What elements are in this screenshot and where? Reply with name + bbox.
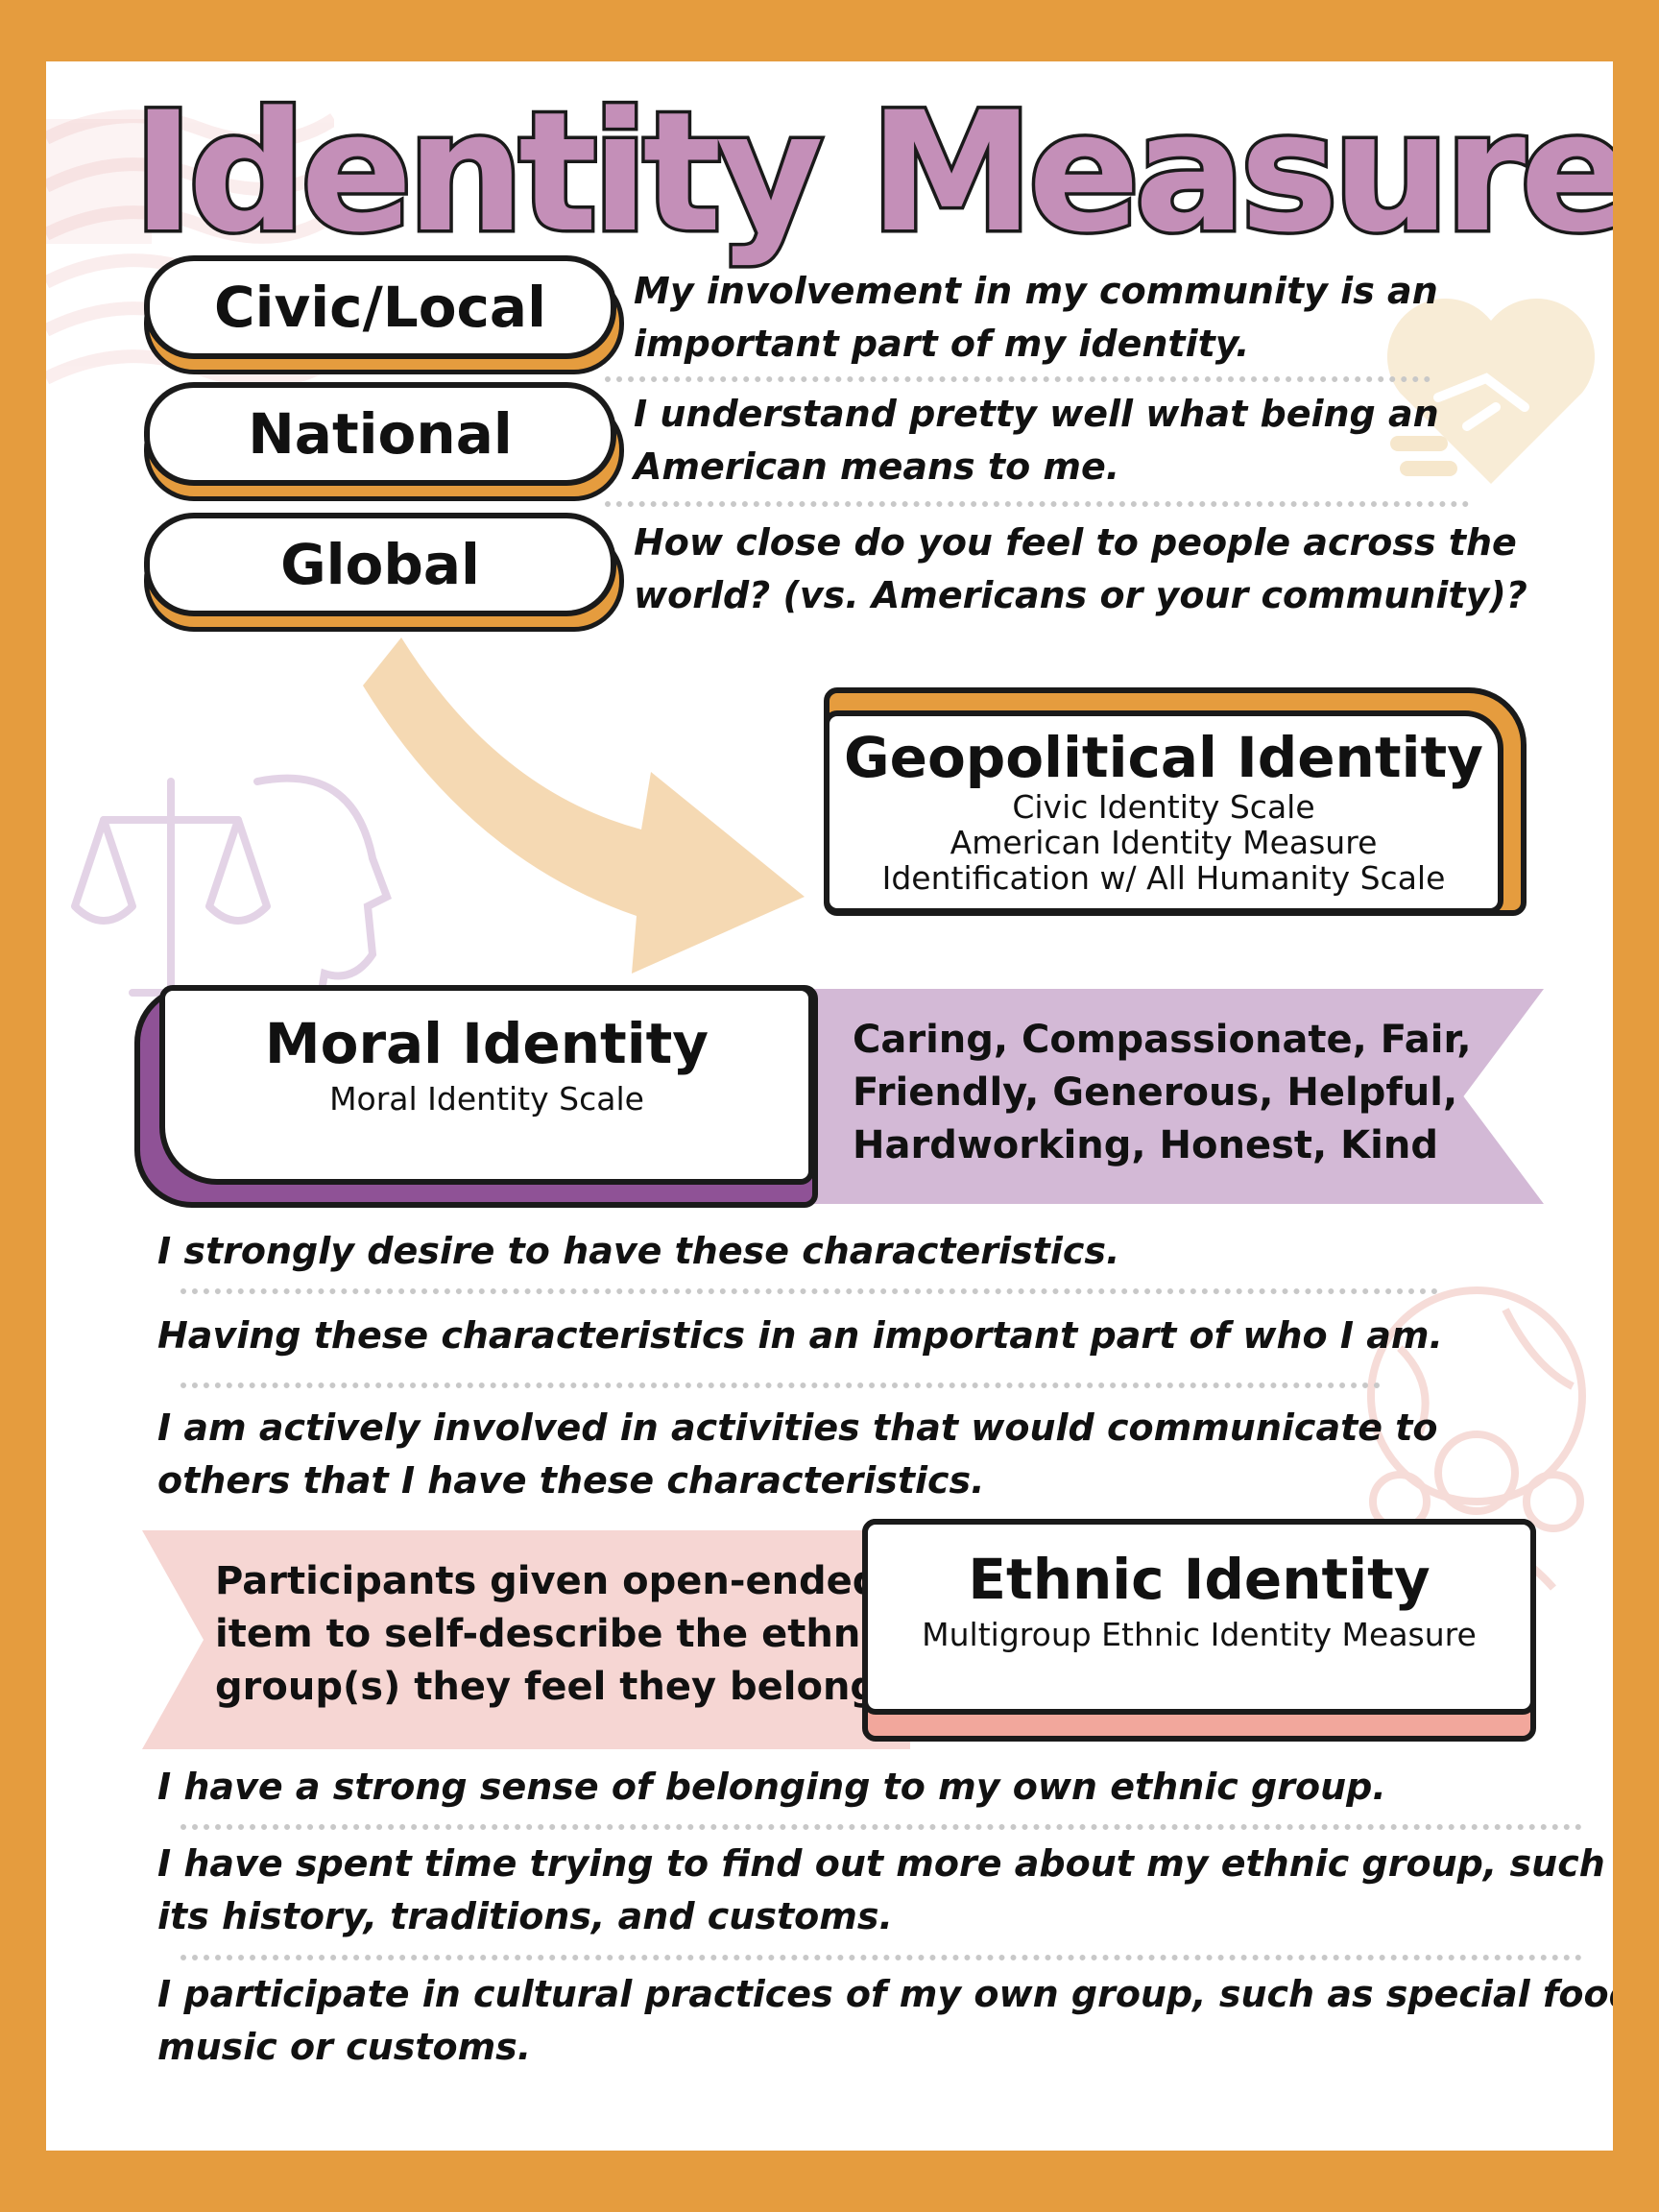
- moral-traits-ribbon: [814, 989, 1544, 1204]
- divider: [605, 376, 1431, 382]
- level-pill-civic: Civic/Local: [144, 255, 624, 374]
- page-title: Identity Measures: [130, 76, 1614, 269]
- level-question-global: How close do you feel to people across t…: [634, 521, 1527, 616]
- level-label: National: [144, 382, 616, 486]
- ethnic-identity-card: Ethnic Identity Multigroup Ethnic Identi…: [862, 1519, 1536, 1749]
- moral-traits: Caring, Compassionate, Fair, Friendly, G…: [853, 1018, 1472, 1167]
- ethnic-title: Ethnic Identity: [968, 1547, 1431, 1612]
- level-label: Civic/Local: [144, 255, 616, 359]
- ethnic-item: I participate in cultural practices of m…: [157, 1973, 1613, 2068]
- level-question-civic: My involvement in my community is an imp…: [634, 270, 1438, 365]
- divider: [180, 1288, 1438, 1294]
- ethnic-note: Participants given open-ended item to se…: [215, 1559, 950, 1709]
- geopolitical-identity-card: Geopolitical Identity Civic Identity Sca…: [824, 687, 1534, 927]
- ethnic-item: I have a strong sense of belonging to my…: [157, 1766, 1386, 1808]
- moral-title: Moral Identity: [264, 1011, 709, 1076]
- moral-item: Having these characteristics in an impor…: [157, 1314, 1443, 1357]
- scale-name: Identification w/ All Humanity Scale: [881, 859, 1446, 897]
- divider: [180, 1824, 1582, 1830]
- ethnic-note-ribbon: [142, 1530, 910, 1749]
- scale-name: American Identity Measure: [950, 824, 1378, 861]
- divider: [180, 1955, 1582, 1960]
- moral-item: I am actively involved in activities tha…: [157, 1407, 1438, 1502]
- level-label: Global: [144, 513, 616, 616]
- handshake-heart-icon: [1386, 298, 1596, 484]
- scales-head-icon: [71, 774, 392, 1035]
- ethnic-item: I have spent time trying to find out mor…: [157, 1842, 1613, 1937]
- scale-name: Moral Identity Scale: [329, 1080, 644, 1118]
- scale-name: Civic Identity Scale: [1012, 788, 1315, 826]
- poster: Identity Measures Civic/Local My involve…: [46, 61, 1613, 2151]
- geopolitical-title: Geopolitical Identity: [844, 725, 1483, 790]
- curved-arrow-icon: [363, 637, 805, 974]
- level-pill-national: National: [144, 382, 624, 501]
- moral-identity-card: Moral Identity Moral Identity Scale: [134, 985, 826, 1215]
- divider: [605, 501, 1469, 507]
- level-question-national: I understand pretty well what being an A…: [634, 393, 1439, 488]
- divider: [180, 1382, 1381, 1388]
- scale-name: Multigroup Ethnic Identity Measure: [922, 1616, 1477, 1653]
- moral-item: I strongly desire to have these characte…: [157, 1230, 1120, 1272]
- level-pill-global: Global: [144, 513, 624, 632]
